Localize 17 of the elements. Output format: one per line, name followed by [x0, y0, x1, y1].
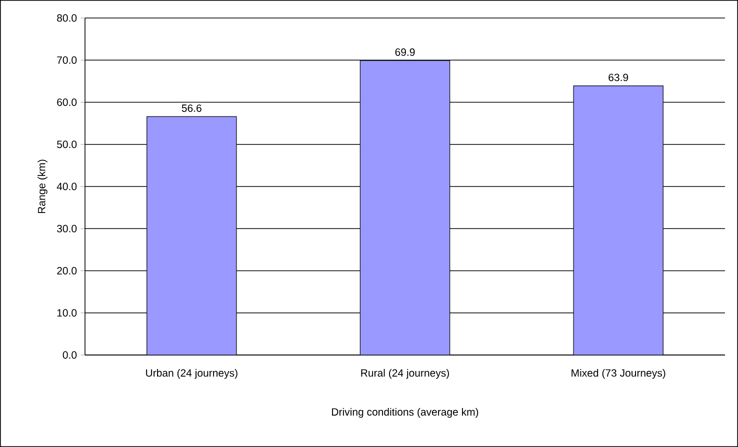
x-axis-title: Driving conditions (average km) — [332, 408, 478, 418]
data-label: 63.9 — [608, 74, 628, 82]
y-tick-label: 70.0 — [57, 56, 77, 64]
y-axis-title: Range (km) — [38, 160, 48, 214]
data-label: 69.9 — [395, 48, 415, 56]
data-label: 56.6 — [182, 104, 202, 112]
y-tick-label: 0.0 — [62, 351, 77, 359]
x-tick-label: Rural (24 journeys) — [361, 368, 449, 379]
y-tick-label: 40.0 — [56, 182, 77, 190]
y-tick-label: 60.0 — [57, 98, 77, 106]
y-tick-label: 20.0 — [57, 267, 77, 274]
x-tick-label: Mixed (73 Journeys) — [572, 368, 666, 379]
x-tick-label: Urban (24 journeys) — [146, 368, 238, 379]
y-tick-label: 50.0 — [57, 140, 77, 148]
y-tick-label: 30.0 — [56, 224, 77, 232]
y-tick-label: 80.0 — [57, 14, 77, 22]
y-tick-label: 10.0 — [57, 309, 77, 317]
